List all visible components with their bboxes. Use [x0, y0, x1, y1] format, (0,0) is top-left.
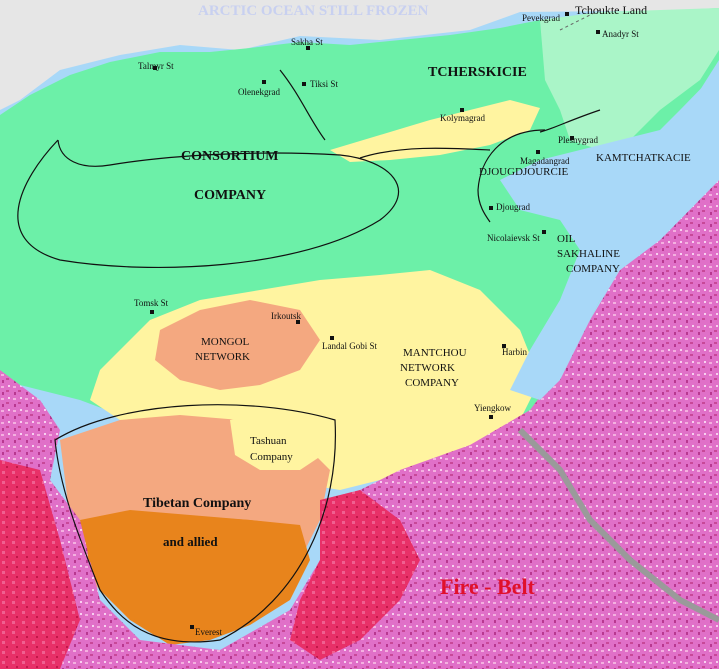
city-harbin: Harbin	[502, 347, 527, 357]
city-magadangrad: Magadangrad	[520, 156, 570, 166]
ocean-label: ARCTIC OCEAN STILL FROZEN	[198, 3, 429, 19]
city-djougrad: Djougrad	[496, 202, 530, 212]
city-tchoukte: Tchoukte Land	[575, 3, 648, 17]
region-oil-3: COMPANY	[566, 263, 621, 275]
dot-sakha	[306, 46, 310, 50]
region-consortium-2: COMPANY	[194, 188, 267, 203]
kamtchatka-border	[539, 109, 601, 133]
city-landal: Landal Gobi St	[322, 341, 377, 351]
city-plesnygrad: Plesnygrad	[558, 135, 598, 145]
dot-djougrad	[489, 206, 493, 210]
region-mantchou-2: NETWORK	[400, 362, 455, 374]
region-tcherskicie: TCHERSKICIE	[428, 65, 527, 80]
dot-talmyr	[153, 66, 157, 70]
city-nicolaievsk: Nicolaievsk St	[487, 233, 540, 243]
city-yiengkow: Yiengkow	[474, 403, 511, 413]
city-everest: Everest	[195, 627, 222, 637]
fire-belt-label: Fire - Belt	[440, 574, 535, 599]
fire-belt-red	[0, 460, 80, 669]
land-pale-east	[540, 8, 719, 150]
sea-okhotsk	[500, 70, 719, 400]
city-tiksi: Tiksi St	[310, 79, 338, 89]
region-tashuan-2: Company	[250, 451, 293, 463]
region-tibetan-1: Tibetan Company	[143, 496, 252, 511]
city-dots	[150, 12, 600, 629]
dot-landal	[330, 336, 334, 340]
dot-olenekgrad	[262, 80, 266, 84]
city-sakha: Sakha St	[291, 37, 323, 47]
region-mantchou-1: MANTCHOU	[403, 347, 467, 359]
land-yellow-north	[330, 100, 540, 162]
city-kolymagrad: Kolymagrad	[440, 113, 485, 123]
city-talmyr: Talmyr St	[138, 61, 174, 71]
region-consortium-1: CONSORTIUM	[181, 149, 279, 164]
dot-tomsk	[150, 310, 154, 314]
land-orange-tibet-top	[85, 512, 308, 640]
region-mongol-1: MONGOL	[201, 336, 250, 348]
dot-everest	[190, 625, 194, 629]
city-tomsk: Tomsk St	[134, 298, 169, 308]
consortium-border	[17, 139, 400, 269]
dot-yiengkow	[489, 415, 493, 419]
dot-irkoutsk	[296, 320, 300, 324]
djoug-border	[477, 129, 546, 223]
tcherskicie-border	[359, 147, 491, 159]
tiksi-border	[279, 69, 326, 141]
dot-tchoukte	[565, 12, 569, 16]
dot-magadangrad	[536, 150, 540, 154]
region-tibetan-2: and allied	[163, 534, 218, 549]
arctic-ice	[0, 0, 719, 110]
dot-nicolaievsk	[542, 230, 546, 234]
dot-harbin	[502, 344, 506, 348]
fire-belt-red-2	[290, 490, 420, 660]
city-irkoutsk: Irkoutsk	[271, 311, 301, 321]
region-djougdjourcie: DJOUGDJOURCIE	[479, 166, 569, 178]
fire-belt	[0, 180, 719, 669]
tchoukte-dash	[559, 9, 601, 31]
region-mantchou-3: COMPANY	[405, 377, 460, 389]
region-oil-2: SAKHALINE	[557, 248, 620, 260]
city-pevekgrad: Pevekgrad	[522, 13, 560, 23]
region-mongol-2: NETWORK	[195, 351, 250, 363]
land-yellow-tashuan	[230, 410, 330, 470]
dot-plesnygrad	[570, 136, 574, 140]
region-oil-1: OIL	[557, 233, 576, 245]
dot-tiksi	[302, 82, 306, 86]
city-anadyr: Anadyr St	[602, 29, 639, 39]
region-kamtchatkacie: KAMTCHATKACIE	[596, 152, 691, 164]
land-salmon-mongol	[155, 300, 320, 390]
road-line	[517, 427, 719, 623]
tibet-border	[54, 404, 337, 643]
city-olenekgrad: Olenekgrad	[238, 87, 280, 97]
dot-anadyr	[596, 30, 600, 34]
dot-kolymagrad	[460, 108, 464, 112]
region-tashuan-1: Tashuan	[250, 435, 287, 447]
